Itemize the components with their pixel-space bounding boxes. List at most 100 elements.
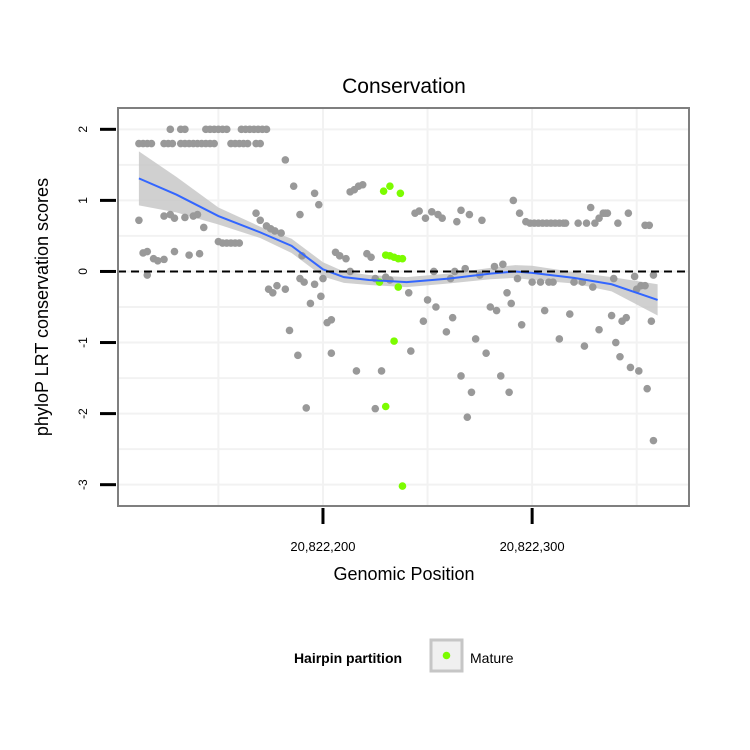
point-other bbox=[580, 342, 589, 350]
point-other bbox=[135, 216, 143, 225]
point-mature bbox=[398, 254, 407, 263]
point-other bbox=[515, 209, 524, 217]
point-other bbox=[496, 372, 505, 380]
point-other bbox=[421, 214, 430, 222]
point-other bbox=[611, 338, 620, 347]
smooth-curve bbox=[138, 177, 658, 301]
point-other bbox=[181, 125, 189, 134]
point-other bbox=[160, 255, 168, 264]
point-mature bbox=[398, 482, 407, 490]
point-mature bbox=[390, 337, 398, 345]
points-layer bbox=[135, 125, 658, 490]
point-other bbox=[507, 299, 516, 308]
point-other bbox=[252, 209, 260, 217]
point-other bbox=[513, 274, 522, 283]
point-other bbox=[467, 388, 476, 397]
point-other bbox=[319, 274, 327, 283]
point-other bbox=[352, 367, 361, 375]
point-other bbox=[595, 325, 603, 334]
point-other bbox=[624, 209, 633, 217]
point-other bbox=[181, 213, 189, 222]
point-other bbox=[314, 200, 323, 209]
point-other bbox=[153, 257, 162, 265]
point-other bbox=[195, 249, 204, 258]
point-other bbox=[448, 313, 457, 322]
confidence-ribbon bbox=[138, 151, 658, 316]
point-other bbox=[302, 404, 311, 412]
point-other bbox=[635, 367, 643, 375]
point-other bbox=[262, 125, 271, 134]
legend-mature-dot bbox=[442, 651, 451, 660]
point-other bbox=[586, 203, 595, 212]
point-other bbox=[490, 262, 499, 271]
point-other bbox=[310, 280, 319, 289]
y-tick-label: -1 bbox=[76, 337, 90, 348]
point-other bbox=[404, 288, 413, 297]
point-other bbox=[536, 278, 545, 286]
point-other bbox=[268, 288, 277, 297]
point-other bbox=[645, 221, 654, 230]
point-other bbox=[289, 182, 298, 190]
point-other bbox=[256, 139, 265, 148]
point-mature bbox=[394, 283, 403, 291]
point-mature bbox=[381, 402, 390, 411]
point-other bbox=[457, 372, 465, 380]
x-tick-label: 20,822,300 bbox=[500, 539, 565, 554]
point-other bbox=[442, 328, 451, 336]
point-other bbox=[285, 326, 294, 335]
x-axis-label: Genomic Position bbox=[333, 564, 474, 584]
point-other bbox=[570, 278, 578, 286]
y-axis: 2 1 0 -1 -2 -3 bbox=[76, 126, 116, 490]
point-other bbox=[649, 271, 658, 279]
point-other bbox=[630, 272, 639, 281]
legend-entry-label: Mature bbox=[470, 650, 514, 666]
point-other bbox=[273, 281, 281, 290]
point-other bbox=[199, 223, 208, 232]
y-tick-label: -2 bbox=[76, 408, 90, 419]
point-other bbox=[222, 125, 231, 134]
x-axis: 20,822,200 20,822,300 bbox=[290, 508, 565, 554]
point-other bbox=[423, 296, 432, 304]
point-other bbox=[377, 367, 386, 375]
point-other bbox=[327, 349, 336, 357]
point-other bbox=[168, 139, 177, 148]
point-other bbox=[193, 210, 202, 219]
point-other bbox=[210, 139, 219, 148]
point-other bbox=[143, 271, 152, 279]
plot-border bbox=[117, 107, 690, 507]
point-other bbox=[296, 210, 304, 219]
point-other bbox=[465, 210, 474, 219]
point-other bbox=[147, 139, 156, 148]
point-other bbox=[281, 156, 290, 164]
point-other bbox=[346, 267, 354, 276]
point-other bbox=[277, 229, 285, 237]
point-other bbox=[358, 180, 367, 189]
point-mature bbox=[396, 189, 405, 198]
point-other bbox=[419, 317, 428, 326]
point-other bbox=[499, 260, 507, 269]
point-other bbox=[540, 306, 549, 315]
point-other bbox=[432, 303, 440, 311]
point-other bbox=[609, 274, 618, 283]
point-other bbox=[641, 281, 649, 290]
point-other bbox=[607, 311, 616, 320]
point-mature bbox=[379, 187, 388, 195]
point-other bbox=[185, 251, 193, 259]
point-other bbox=[170, 214, 179, 222]
point-other bbox=[565, 310, 574, 318]
point-other bbox=[371, 404, 380, 413]
point-other bbox=[143, 247, 152, 256]
point-other bbox=[166, 125, 175, 134]
point-other bbox=[509, 196, 518, 205]
legend-title: Hairpin partition bbox=[294, 650, 402, 666]
point-other bbox=[649, 436, 658, 445]
point-other bbox=[243, 139, 252, 148]
point-other bbox=[561, 219, 570, 227]
y-tick-label: 0 bbox=[76, 268, 90, 275]
point-other bbox=[317, 292, 325, 301]
point-other bbox=[555, 335, 564, 343]
point-other bbox=[294, 351, 302, 360]
point-mature bbox=[386, 182, 394, 190]
legend-key-box bbox=[429, 638, 464, 673]
point-other bbox=[626, 363, 635, 372]
